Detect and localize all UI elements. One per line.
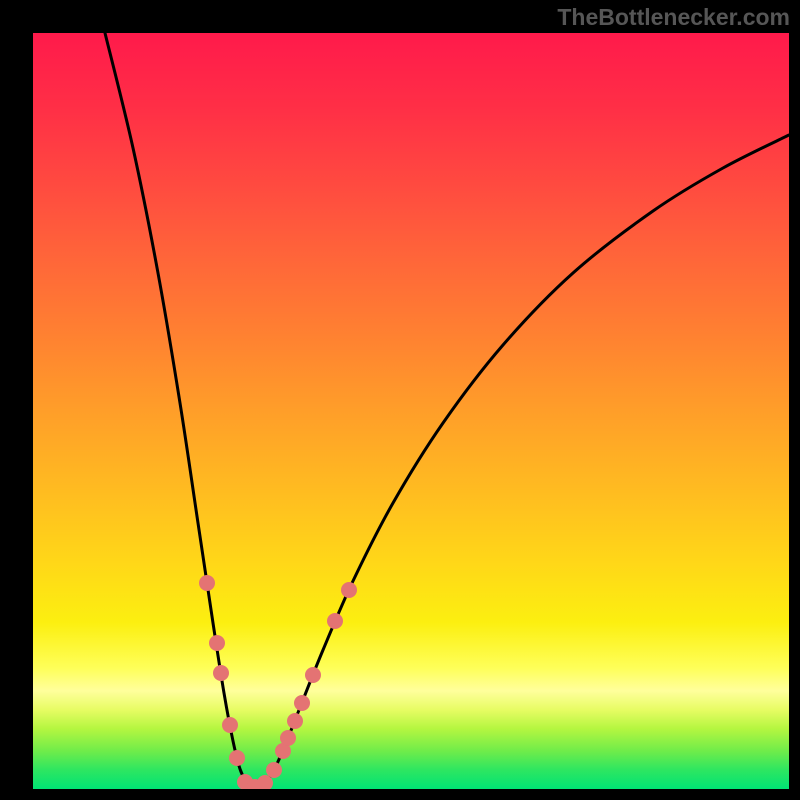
marker-dot: [327, 613, 343, 629]
marker-dot: [280, 730, 296, 746]
marker-dot: [222, 717, 238, 733]
marker-dot: [341, 582, 357, 598]
marker-dot: [266, 762, 282, 778]
plot-area: [33, 33, 789, 789]
marker-dot: [229, 750, 245, 766]
v-curve-path: [105, 33, 789, 787]
marker-dot: [209, 635, 225, 651]
marker-dot: [213, 665, 229, 681]
chart-container: TheBottlenecker.com: [0, 0, 800, 800]
marker-dot: [287, 713, 303, 729]
marker-dot: [294, 695, 310, 711]
marker-dot: [305, 667, 321, 683]
curve-layer: [33, 33, 789, 789]
marker-dot: [199, 575, 215, 591]
watermark-text: TheBottlenecker.com: [557, 4, 790, 31]
